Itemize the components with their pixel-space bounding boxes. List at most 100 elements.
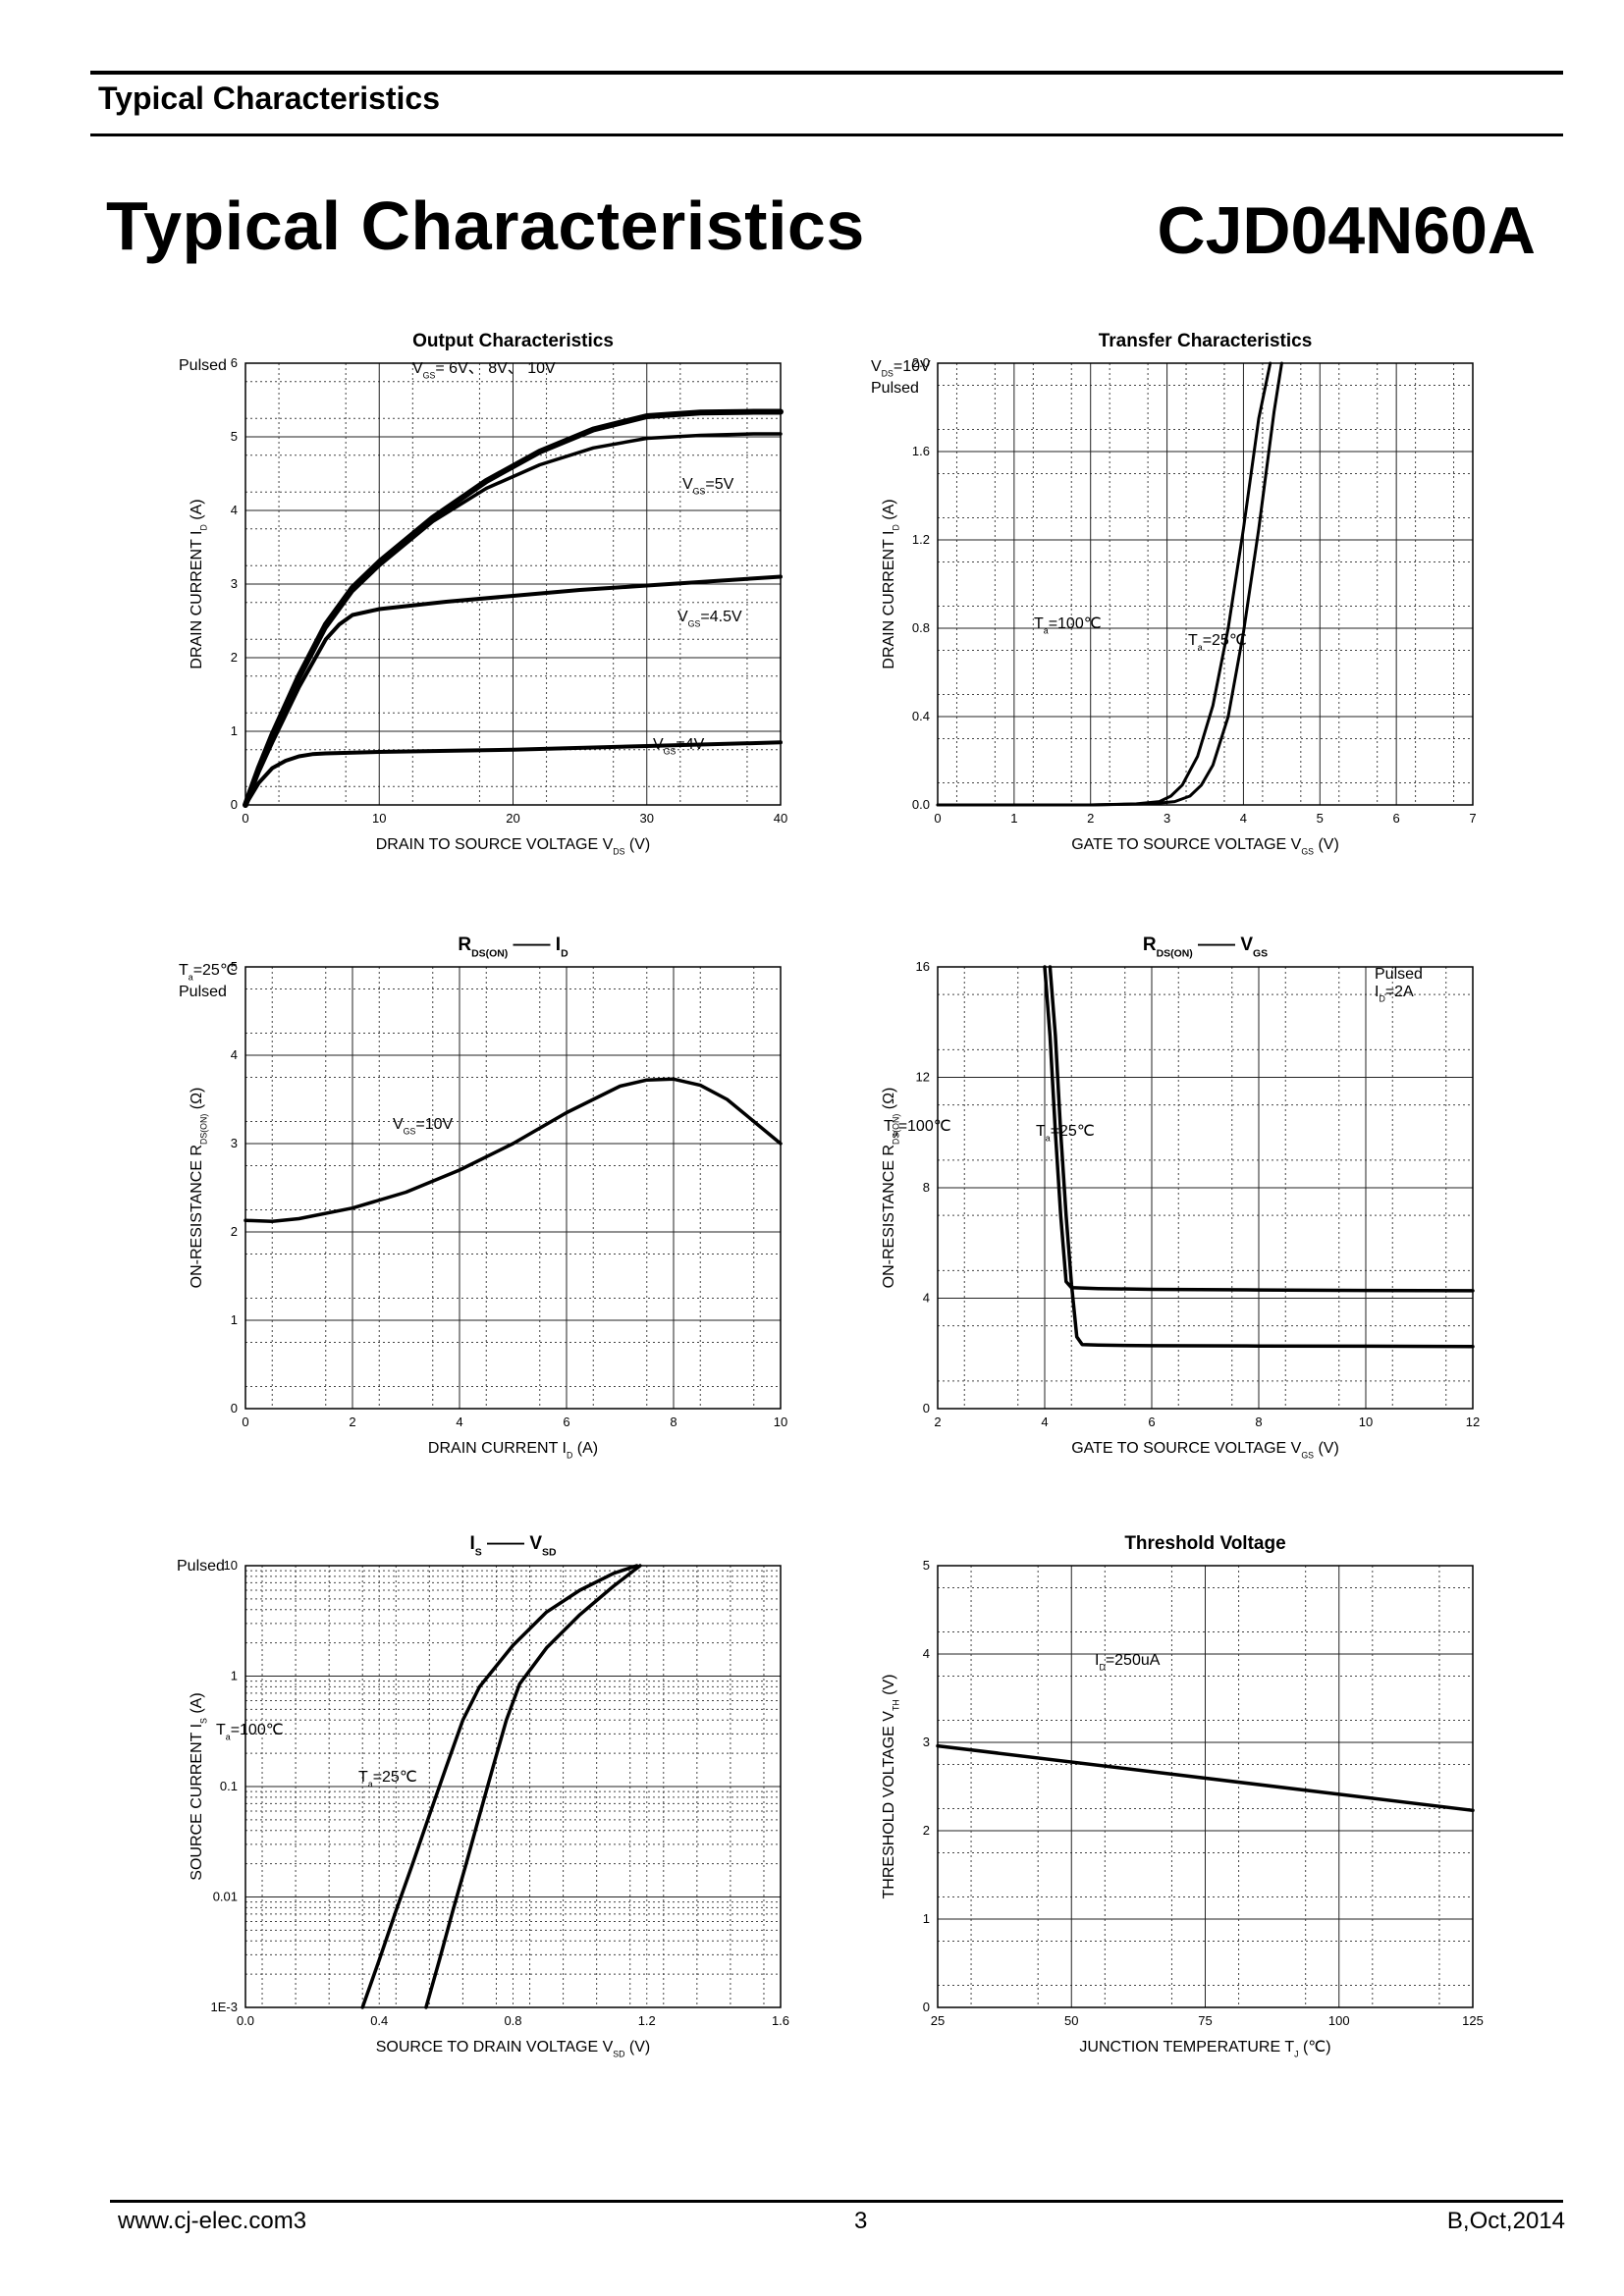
y-tick-label: 8 — [923, 1180, 930, 1195]
x-tick-label: 6 — [1393, 811, 1400, 826]
y-tick-label: 16 — [916, 959, 930, 974]
y-tick-label: 0 — [231, 797, 238, 812]
series-line — [424, 1564, 642, 2009]
x-tick-label: 12 — [1466, 1415, 1480, 1429]
x-tick-label: 0 — [242, 1415, 248, 1429]
chart-annotation: VGS=10V — [393, 1116, 454, 1137]
page-title: Typical Characteristics — [106, 187, 865, 264]
x-tick-label: 6 — [1148, 1415, 1155, 1429]
x-tick-label: 7 — [1469, 811, 1476, 826]
y-tick-label: 2 — [231, 1224, 238, 1239]
chart-title: Threshold Voltage — [1124, 1533, 1285, 1554]
x-tick-label: 50 — [1064, 2013, 1078, 2028]
y-tick-label: 6 — [231, 355, 238, 370]
y-axis-label: THRESHOLD VOLTAGE VTH (V) — [881, 1675, 901, 1899]
y-tick-label: 1 — [923, 1911, 930, 1926]
x-tick-label: 10 — [372, 811, 386, 826]
plot-frame — [937, 362, 1474, 806]
chart-annotation: Ta=100℃ — [216, 1722, 284, 1742]
y-axis-label: DRAIN CURRENT ID (A) — [881, 499, 901, 668]
y-tick-label: 4 — [231, 503, 238, 517]
series-line — [244, 740, 783, 807]
chart-annotation: Pulsed — [871, 380, 919, 397]
chart-annotation: ID=250uA — [1095, 1652, 1161, 1673]
chart-annotation: Ta=100℃ — [884, 1118, 951, 1139]
x-axis-label: DRAIN TO SOURCE VOLTAGE VDS (V) — [376, 836, 651, 857]
chart-title: IS —— VSD — [470, 1533, 557, 1559]
x-tick-label: 10 — [774, 1415, 787, 1429]
chart-annotation: ID=2A — [1375, 984, 1414, 1004]
y-tick-label: 4 — [231, 1047, 238, 1062]
section-header-label: Typical Characteristics — [98, 80, 441, 116]
y-tick-label: 1.2 — [912, 532, 930, 547]
y-tick-label: 0 — [923, 2000, 930, 2014]
x-tick-label: 2 — [934, 1415, 941, 1429]
chart-title: Output Characteristics — [412, 331, 614, 351]
y-tick-label: 10 — [224, 1558, 238, 1573]
footer-revision: B,Oct,2014 — [1446, 2208, 1565, 2234]
plot-frame — [937, 1565, 1474, 2008]
transfer-characteristics-chart: Transfer Characteristics 0 1 2 3 4 5 6 7 0.0 0.4 0.… — [839, 324, 1624, 913]
x-tick-label: 0 — [934, 811, 941, 826]
y-axis-label: SOURCE CURRENT IS (A) — [189, 1692, 209, 1880]
series-line — [1048, 965, 1475, 1349]
series-line — [244, 1077, 783, 1223]
y-tick-label: 2 — [923, 1823, 930, 1838]
chart-annotation: VGS=5V — [682, 476, 734, 497]
y-tick-label: 1 — [231, 1312, 238, 1327]
y-tick-label: 4 — [923, 1291, 930, 1306]
x-tick-label: 40 — [774, 811, 787, 826]
chart-title: RDS(ON) —— VGS — [1143, 934, 1268, 960]
threshold-voltage-chart: Threshold Voltage 25 50 75 100 125 0 1 2 3 4 5 JUNCT… — [839, 1526, 1624, 2115]
y-tick-label: 1 — [231, 723, 238, 738]
chart-annotation: VGS=4V — [653, 736, 705, 757]
y-tick-label: 5 — [231, 429, 238, 444]
x-tick-label: 100 — [1328, 2013, 1350, 2028]
chart-title: RDS(ON) —— ID — [458, 934, 568, 960]
rdson-vs-vgs-chart: RDS(ON) —— VGS 2 4 6 8 10 12 0 4 8 12 16 GATE TO SOU… — [839, 928, 1624, 1517]
y-axis-label: DRAIN CURRENT ID (A) — [189, 499, 209, 668]
y-tick-label: 1 — [231, 1669, 238, 1683]
y-tick-label: 3 — [231, 1136, 238, 1150]
x-tick-label: 4 — [456, 1415, 462, 1429]
rdson-vs-id-chart: RDS(ON) —— ID 0 2 4 6 8 10 0 1 2 3 4 5 DRAIN CURRENT … — [147, 928, 959, 1517]
y-tick-label: 12 — [916, 1070, 930, 1085]
plot-frame — [937, 966, 1474, 1410]
y-tick-label: 4 — [923, 1646, 930, 1661]
chart-annotation: Ta=25℃ — [1036, 1123, 1095, 1144]
x-tick-label: 4 — [1240, 811, 1247, 826]
x-axis-label: SOURCE TO DRAIN VOLTAGE VSD (V) — [376, 2039, 651, 2059]
footer-rule — [110, 2200, 1563, 2203]
x-tick-label: 1 — [1010, 811, 1017, 826]
footer-page-number: 3 — [854, 2208, 868, 2234]
chart-annotation: Ta=25℃ — [179, 962, 238, 983]
header-rule-bottom — [90, 133, 1563, 136]
plot-frame — [244, 1565, 782, 2008]
x-axis-label: DRAIN CURRENT ID (A) — [428, 1440, 598, 1461]
footer-url: www.cj-elec.com3 — [118, 2208, 307, 2234]
y-tick-label: 0 — [923, 1401, 930, 1415]
y-tick-label: 5 — [923, 1558, 930, 1573]
y-axis-label: ON-RESISTANCE RDS(ON) (Ω) — [189, 1088, 209, 1289]
y-tick-label: 2 — [231, 650, 238, 665]
series-line — [244, 432, 783, 807]
y-tick-label: 1.6 — [912, 444, 930, 458]
y-axis-label: ON-RESISTANCE RDS(ON) (Ω) — [881, 1088, 901, 1289]
series-line — [244, 574, 783, 807]
x-tick-label: 1.6 — [772, 2013, 789, 2028]
x-tick-label: 2 — [349, 1415, 355, 1429]
x-tick-label: 125 — [1462, 2013, 1484, 2028]
x-tick-label: 25 — [931, 2013, 945, 2028]
y-tick-label: 2.0 — [912, 355, 930, 370]
header-rule-top — [90, 71, 1563, 75]
output-characteristics-chart: Output Characteristics 0 10 20 30 40 0 1 2 3 4 5 6 DR… — [147, 324, 959, 913]
y-tick-label: 0.1 — [220, 1779, 238, 1793]
is-vs-vsd-chart: IS —— VSD 0.0 0.4 0.8 1.2 1.6 1E-3 0.01 0.1 1 10 SO… — [147, 1526, 959, 2115]
y-tick-label: 3 — [923, 1735, 930, 1749]
series-line — [360, 1564, 639, 2009]
x-tick-label: 8 — [670, 1415, 677, 1429]
x-tick-label: 8 — [1255, 1415, 1262, 1429]
series-line — [936, 1743, 1475, 1813]
chart-annotation: Ta=25℃ — [358, 1769, 417, 1789]
chart-annotation: Pulsed — [177, 1558, 225, 1575]
